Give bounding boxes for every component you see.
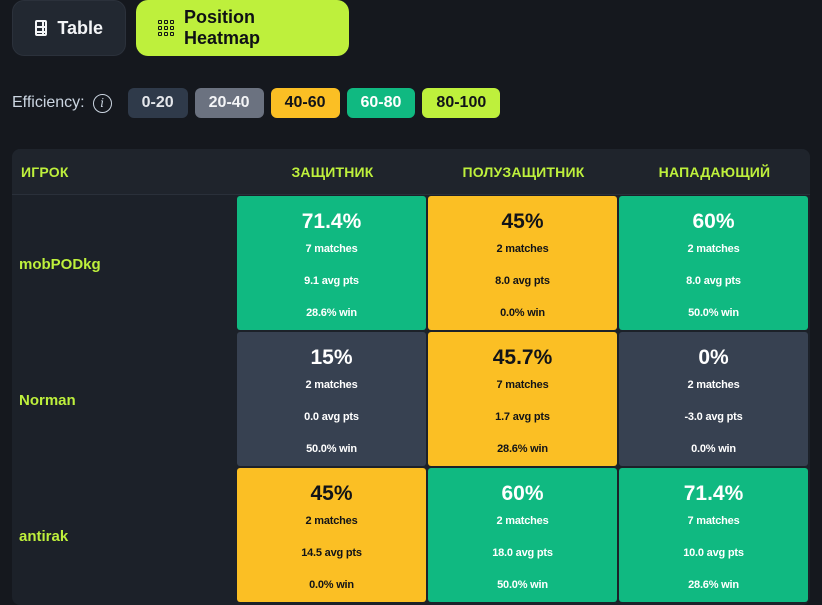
efficiency-label: Efficiency:	[12, 94, 85, 111]
avg-points: 14.5 avg pts	[301, 547, 362, 559]
heatmap-cell[interactable]: 45% 2 matches 14.5 avg pts 0.0% win	[237, 468, 426, 602]
efficiency-percent: 60%	[501, 482, 544, 505]
win-rate: 50.0% win	[688, 307, 739, 319]
matches-count: 2 matches	[496, 243, 549, 255]
avg-points: 8.0 avg pts	[495, 275, 550, 287]
avg-points: 9.1 avg pts	[304, 275, 359, 287]
matches-count: 2 matches	[496, 515, 549, 527]
table-header: ИГРОК ЗАЩИТНИК ПОЛУЗАЩИТНИК НАПАДАЮЩИЙ	[12, 149, 810, 195]
efficiency-percent: 45%	[310, 482, 353, 505]
win-rate: 50.0% win	[306, 443, 357, 455]
legend-chip: 20-40	[194, 88, 264, 118]
legend-chip: 60-80	[346, 88, 416, 118]
table-row: mobPODkg 71.4% 7 matches 9.1 avg pts 28.6% w…	[12, 196, 810, 332]
player-name: mobPODkg	[19, 255, 101, 273]
win-rate: 28.6% win	[497, 443, 548, 455]
win-rate: 0.0% win	[500, 307, 545, 319]
win-rate: 28.6% win	[688, 579, 739, 591]
heatmap-cell[interactable]: 15% 2 matches 0.0 avg pts 50.0% win	[237, 332, 426, 466]
win-rate: 0.0% win	[691, 443, 736, 455]
grid-icon	[158, 20, 174, 36]
matches-count: 2 matches	[687, 379, 740, 391]
matches-count: 2 matches	[687, 243, 740, 255]
avg-points: 18.0 avg pts	[492, 547, 553, 559]
header-forward: НАПАДАЮЩИЙ	[658, 163, 771, 180]
player-name: antirak	[19, 527, 69, 545]
heatmap-cell[interactable]: 45.7% 7 matches 1.7 avg pts 28.6% win	[428, 332, 617, 466]
heatmap-cell[interactable]: 60% 2 matches 18.0 avg pts 50.0% win	[428, 468, 617, 602]
avg-points: 1.7 avg pts	[495, 411, 550, 423]
legend-chip: 40-60	[270, 88, 340, 118]
efficiency-percent: 0%	[698, 346, 729, 369]
avg-points: -3.0 avg pts	[684, 411, 743, 423]
tab-table-label: Table	[57, 17, 103, 38]
efficiency-percent: 71.4%	[301, 210, 362, 233]
heatmap-cell[interactable]: 0% 2 matches -3.0 avg pts 0.0% win	[619, 332, 808, 466]
header-midfielder: ПОЛУЗАЩИТНИК	[462, 163, 585, 180]
efficiency-percent: 45%	[501, 210, 544, 233]
efficiency-percent: 71.4%	[683, 482, 744, 505]
efficiency-percent: 60%	[692, 210, 735, 233]
player-name: Norman	[19, 391, 76, 409]
matches-count: 7 matches	[687, 515, 740, 527]
position-heatmap-table: ИГРОК ЗАЩИТНИК ПОЛУЗАЩИТНИК НАПАДАЮЩИЙ m…	[12, 149, 810, 605]
win-rate: 50.0% win	[497, 579, 548, 591]
header-defender: ЗАЩИТНИК	[291, 163, 374, 180]
win-rate: 0.0% win	[309, 579, 354, 591]
tab-position-heatmap[interactable]: Position Heatmap	[136, 0, 349, 56]
legend-chip: 0-20	[127, 88, 188, 118]
table-icon	[35, 20, 48, 36]
efficiency-legend: Efficiency: i 0-20 20-40 40-60 60-80 80-100	[12, 88, 507, 118]
efficiency-percent: 45.7%	[492, 346, 553, 369]
matches-count: 2 matches	[305, 515, 358, 527]
table-row: antirak 45% 2 matches 14.5 avg pts 0.0% win 6…	[12, 468, 810, 604]
tab-position-heatmap-label: Position Heatmap	[184, 7, 261, 48]
heatmap-cell[interactable]: 71.4% 7 matches 9.1 avg pts 28.6% win	[237, 196, 426, 330]
header-player: ИГРОК	[21, 163, 69, 180]
heatmap-cell[interactable]: 45% 2 matches 8.0 avg pts 0.0% win	[428, 196, 617, 330]
legend-chip: 80-100	[422, 88, 501, 118]
avg-points: 8.0 avg pts	[686, 275, 741, 287]
heatmap-cell[interactable]: 60% 2 matches 8.0 avg pts 50.0% win	[619, 196, 808, 330]
win-rate: 28.6% win	[306, 307, 357, 319]
matches-count: 7 matches	[496, 379, 549, 391]
heatmap-cell[interactable]: 71.4% 7 matches 10.0 avg pts 28.6% win	[619, 468, 808, 602]
legend-chips: 0-20 20-40 40-60 60-80 80-100	[127, 88, 508, 118]
view-tabs: Table Position Heatmap	[12, 0, 349, 56]
avg-points: 0.0 avg pts	[304, 411, 359, 423]
efficiency-percent: 15%	[310, 346, 353, 369]
table-row: Norman 15% 2 matches 0.0 avg pts 50.0% win 45…	[12, 332, 810, 468]
matches-count: 7 matches	[305, 243, 358, 255]
avg-points: 10.0 avg pts	[683, 547, 744, 559]
tab-table[interactable]: Table	[12, 0, 126, 56]
matches-count: 2 matches	[305, 379, 358, 391]
info-icon[interactable]: i	[92, 93, 112, 113]
